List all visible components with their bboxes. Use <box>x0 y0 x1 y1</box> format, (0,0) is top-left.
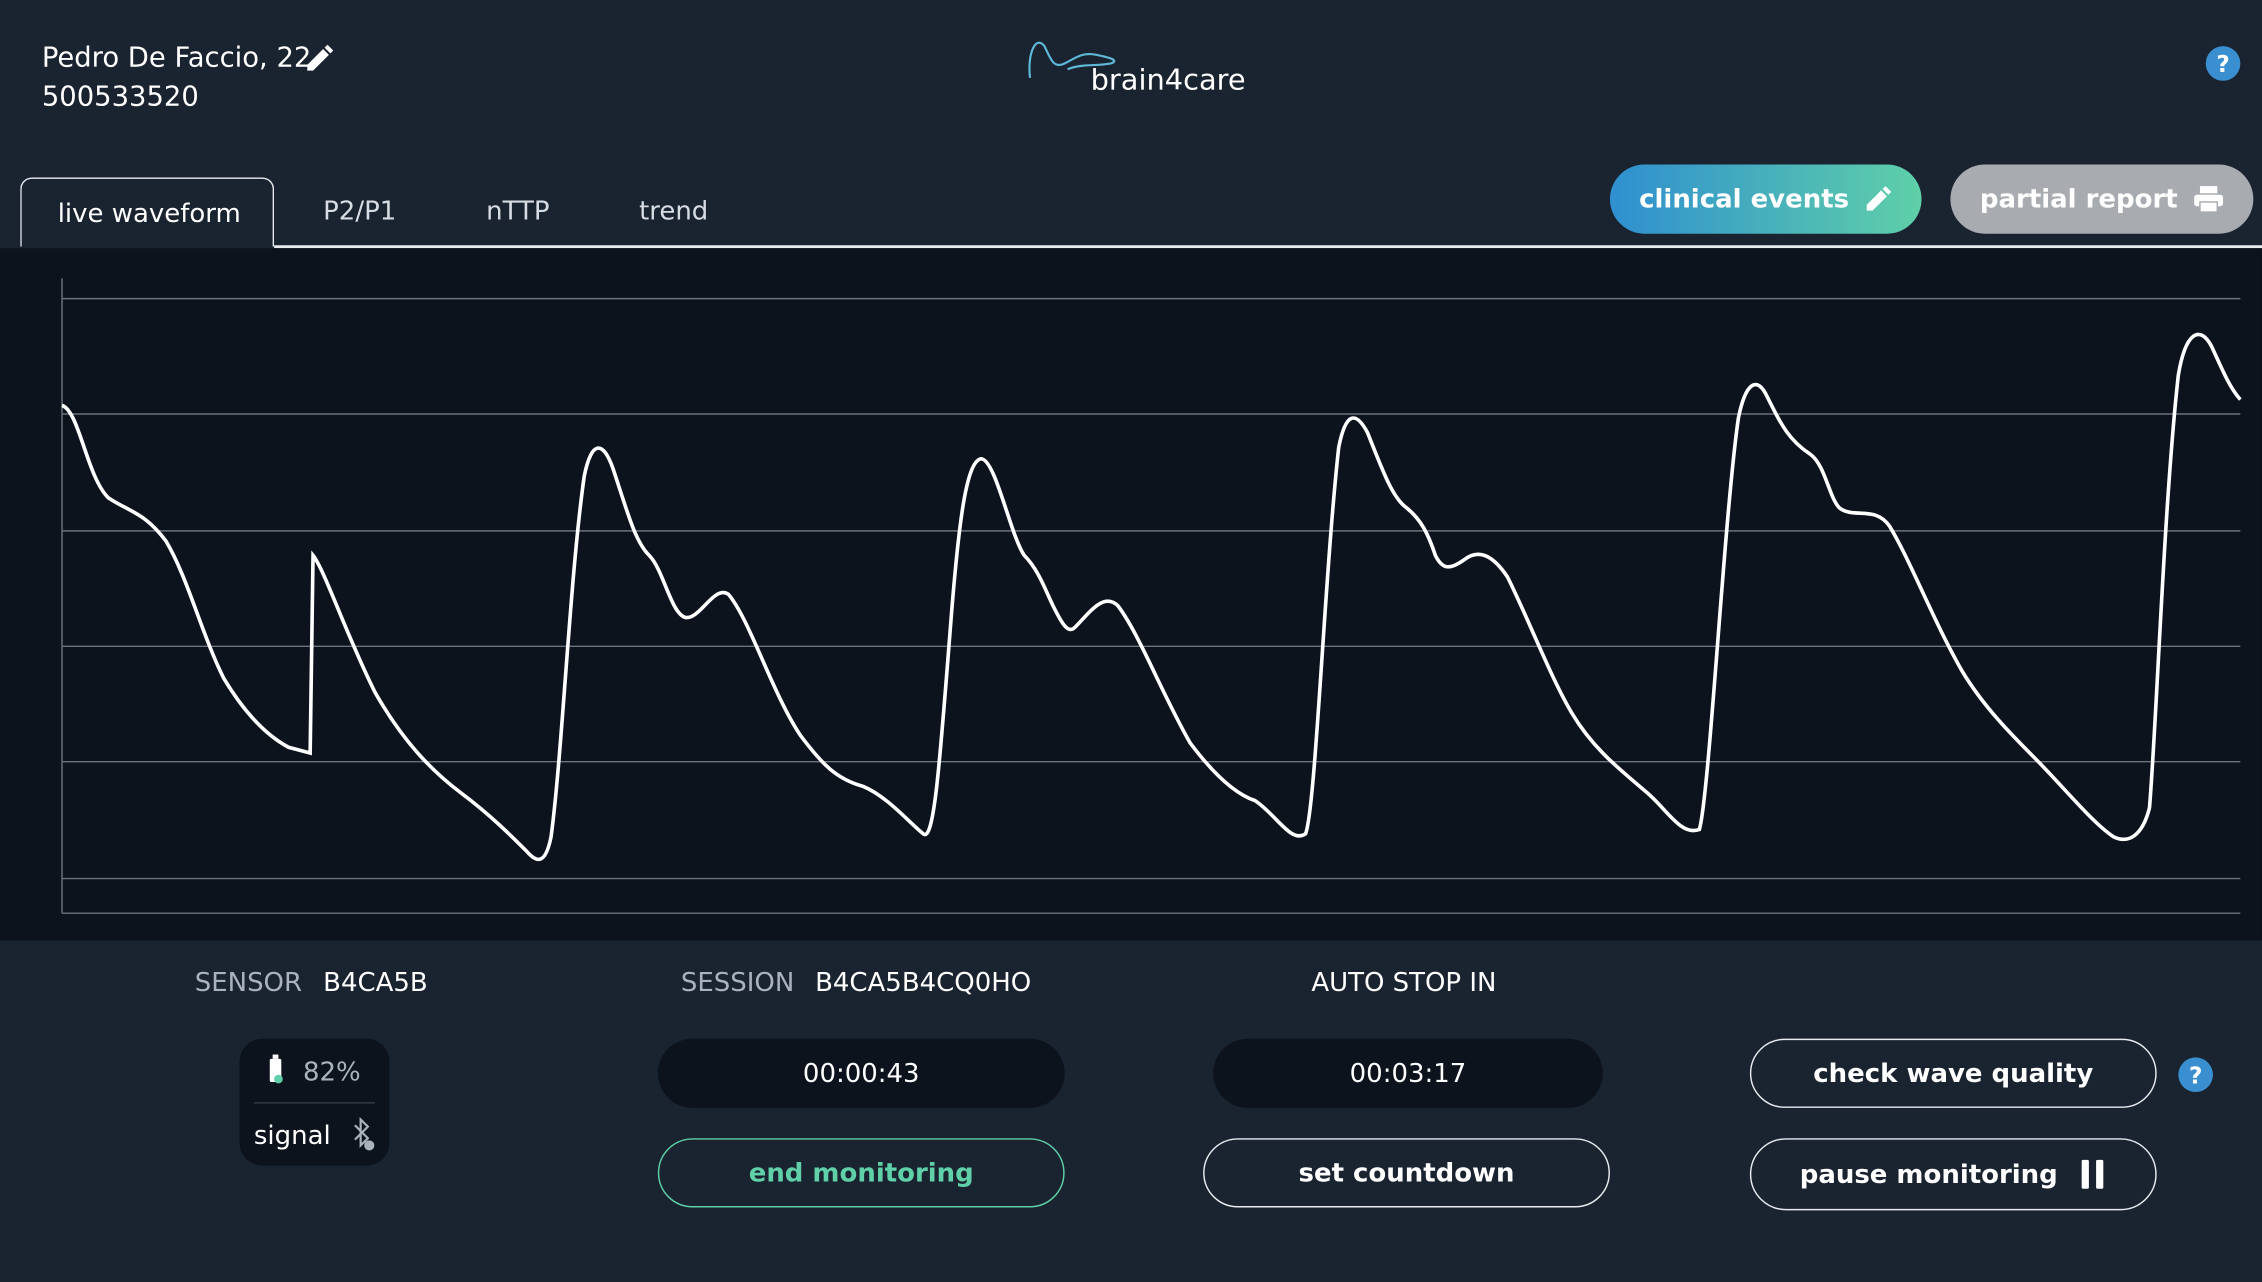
tab-divider <box>274 245 2262 248</box>
waveform-panel <box>0 248 2262 941</box>
edit-icon[interactable] <box>303 43 335 75</box>
patient-id: 500533520 <box>41 80 199 113</box>
button-label: clinical events <box>1639 183 1850 215</box>
check-wave-quality-button[interactable]: check wave quality <box>1749 1038 2157 1108</box>
patient-name: Pedro De Faccio, 22 <box>41 41 312 74</box>
end-monitoring-button[interactable]: end monitoring <box>657 1138 1065 1208</box>
signal-label: signal <box>253 1120 331 1152</box>
logo-mark <box>1028 41 1116 79</box>
tab[interactable]: nTTP <box>486 196 550 227</box>
logo-text: brain4care <box>1090 62 1246 97</box>
set-countdown-button[interactable]: set countdown <box>1203 1138 1610 1208</box>
button-label: pause monitoring <box>1799 1159 2058 1190</box>
session-id: B4CA5B4CQ0HO <box>815 967 1032 999</box>
sensor-label: SENSOR <box>194 967 303 999</box>
auto-stop-label: AUTO STOP IN <box>1311 967 1497 999</box>
countdown-timer: 00:03:17 <box>1213 1038 1603 1108</box>
help-icon[interactable]: ? <box>2205 46 2241 81</box>
sensor-id: B4CA5B <box>323 967 428 999</box>
pause-monitoring-button[interactable]: pause monitoring <box>1749 1138 2157 1211</box>
active-tab[interactable] <box>20 177 275 247</box>
print-icon <box>2193 186 2223 213</box>
divider <box>253 1102 376 1104</box>
waveform <box>61 332 2242 862</box>
battery-level: 82% <box>302 1057 361 1088</box>
button-label: partial report <box>1979 183 2178 215</box>
help-icon[interactable]: ? <box>2178 1057 2213 1093</box>
clinical-events-button[interactable]: clinical events <box>1609 164 1922 234</box>
tab[interactable]: P2/P1 <box>323 196 397 227</box>
edit-icon <box>1866 186 1891 211</box>
panel-bg <box>0 248 2262 941</box>
pause-icon <box>2082 1159 2104 1189</box>
tab[interactable]: trend <box>639 196 709 227</box>
tab[interactable]: live waveform <box>57 199 241 230</box>
bluetooth-icon <box>354 1116 375 1151</box>
session-label: SESSION <box>680 967 795 999</box>
partial-report-button[interactable]: partial report <box>1950 164 2254 234</box>
battery-icon <box>269 1054 283 1084</box>
elapsed-timer: 00:00:43 <box>657 1038 1065 1108</box>
